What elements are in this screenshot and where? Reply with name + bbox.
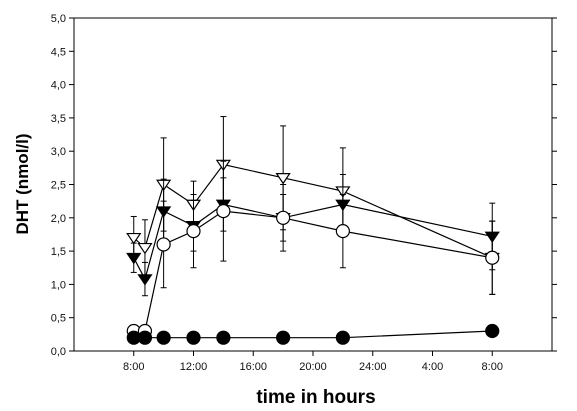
data-point — [485, 323, 500, 339]
y-tick-label: 2,5 — [51, 180, 66, 192]
series-line — [133, 163, 493, 259]
data-point — [156, 330, 171, 345]
series-line — [133, 203, 493, 281]
data-point — [186, 224, 201, 239]
y-tick-label: 2,0 — [51, 213, 66, 225]
data-point — [126, 252, 142, 265]
data-point — [275, 173, 291, 185]
x-axis-title: time in hours — [256, 387, 375, 408]
y-tick-label: 0,0 — [51, 346, 66, 358]
data-point — [485, 250, 500, 265]
data-point — [335, 330, 350, 345]
data-point — [216, 204, 231, 219]
x-tick-label: 16:00 — [239, 361, 267, 373]
y-tick-label: 5,0 — [51, 13, 66, 25]
x-tick-label: 4:00 — [422, 361, 443, 373]
series-layer — [126, 116, 500, 345]
data-point — [276, 330, 291, 345]
y-tick-label: 4,5 — [51, 46, 66, 58]
x-tick-label: 24:00 — [359, 361, 387, 373]
y-tick-label: 3,0 — [51, 146, 66, 158]
data-point — [335, 224, 350, 239]
data-point — [216, 330, 231, 345]
x-axis: 8:00 12:00 16:00 20:00 24:00 4:00 8:00 — [123, 351, 503, 373]
y-tick-label: 4,0 — [51, 80, 66, 92]
data-point — [137, 274, 153, 286]
data-point — [276, 210, 291, 225]
x-tick-label: 8:00 — [482, 361, 503, 373]
y-tick-label: 1,5 — [51, 246, 66, 258]
series-circle-open — [126, 160, 500, 339]
x-tick-label: 12:00 — [180, 361, 208, 373]
data-point — [137, 242, 153, 255]
y-tick-label: 0,5 — [51, 313, 66, 325]
data-point — [156, 237, 171, 252]
series-triangle-down-filled — [126, 174, 500, 297]
data-point — [126, 232, 142, 245]
series-line — [133, 210, 493, 332]
x-tick-label: 20:00 — [299, 361, 327, 373]
y-tick-label: 3,5 — [51, 113, 66, 125]
data-point — [137, 330, 153, 345]
y-tick-label: 1,0 — [51, 279, 66, 291]
y-axis: 0,0 0,5 1,0 1,5 2,0 2,5 3,0 3,5 4,0 4,5 5,0 — [51, 13, 557, 358]
x-tick-label: 8:00 — [123, 361, 144, 373]
series-circle-filled — [126, 323, 500, 345]
y-axis-title: DHT (nmol/l) — [13, 133, 32, 234]
data-point — [186, 330, 201, 345]
series-triangle-down-open — [126, 116, 500, 295]
